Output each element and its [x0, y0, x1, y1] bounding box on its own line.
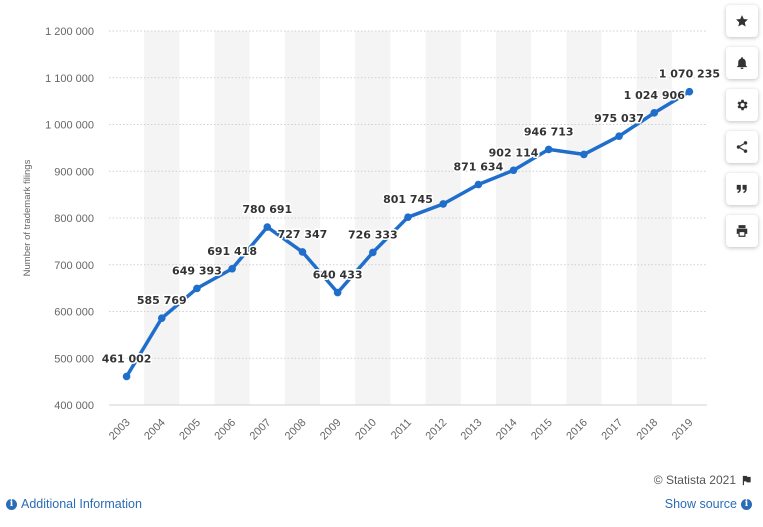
line-chart: 400 000 500 000 600 000 700 000 800 000 900 0…: [22, 26, 720, 443]
data-point-2008[interactable]: [298, 248, 307, 256]
band-2012: [425, 31, 461, 405]
data-point-2003[interactable]: [122, 372, 131, 381]
data-label-2005: 649 393: [172, 264, 222, 277]
data-label-2019: 1 070 235: [659, 68, 720, 81]
x-tick-label: 2007: [248, 417, 274, 443]
data-point-2006[interactable]: [228, 264, 236, 273]
data-label-2018: 1 024 906: [624, 89, 686, 102]
x-tick-label: 2006: [212, 417, 238, 443]
series-line: [125, 90, 691, 378]
y-tick-label: 1 100 000: [45, 73, 94, 85]
data-point-2009[interactable]: [333, 288, 342, 297]
data-point-2004[interactable]: [157, 314, 166, 322]
print-button[interactable]: [726, 215, 758, 247]
data-labels: 461 002 585 769 649 393 691 418 780 691 727 3…: [100, 66, 720, 367]
data-point-2016[interactable]: [580, 150, 588, 159]
data-point-2010[interactable]: [369, 248, 377, 257]
data-label-2010: 726 333: [348, 228, 398, 241]
data-points: [122, 87, 694, 381]
y-tick-label: 1 000 000: [45, 120, 94, 132]
y-tick-label: 500 000: [54, 353, 94, 365]
print-icon: [736, 225, 748, 237]
data-label-2003: 461 002: [102, 352, 152, 365]
data-point-2017[interactable]: [615, 132, 623, 140]
x-axis-ticks: 2003 2004 2005 2006 2007 2008 2009 2010 2011 2012…: [107, 417, 696, 443]
y-tick-label: 800 000: [54, 213, 94, 225]
quote-icon: [736, 184, 747, 194]
data-label-2008: 727 347: [278, 228, 328, 241]
data-point-2007[interactable]: [263, 223, 272, 231]
info-icon: i: [741, 498, 752, 510]
show-source-link[interactable]: Show source i: [665, 497, 752, 511]
data-label-2009: 640 433: [313, 269, 363, 282]
share-button[interactable]: [726, 131, 758, 163]
x-tick-label: 2005: [177, 417, 203, 443]
x-tick-label: 2008: [283, 417, 309, 443]
info-icon: i: [6, 498, 17, 510]
data-point-2015[interactable]: [544, 145, 553, 154]
data-point-2005[interactable]: [193, 284, 201, 293]
data-label-2015: 946 713: [524, 125, 574, 138]
x-tick-label: 2013: [459, 417, 485, 443]
favorite-button[interactable]: [726, 5, 758, 37]
additional-information-link[interactable]: i Additional Information: [6, 497, 142, 511]
x-tick-label: 2016: [564, 417, 590, 443]
flag-icon[interactable]: [741, 475, 752, 486]
notification-button[interactable]: [726, 47, 758, 79]
x-tick-label: 2009: [318, 417, 344, 443]
data-label-2006: 691 418: [207, 245, 257, 258]
x-tick-label: 2019: [670, 417, 696, 443]
star-icon: [736, 15, 748, 27]
x-tick-label: 2015: [529, 417, 555, 443]
x-tick-label: 2003: [107, 417, 133, 443]
data-point-2012[interactable]: [439, 200, 447, 208]
data-label-2004: 585 769: [137, 294, 187, 307]
data-label-2013: 871 634: [453, 161, 503, 174]
y-tick-label: 600 000: [54, 307, 94, 319]
x-tick-label: 2010: [353, 417, 379, 443]
y-axis-ticks: 400 000 500 000 600 000 700 000 800 000 900 0…: [45, 26, 94, 412]
data-label-2007: 780 691: [242, 203, 292, 216]
x-tick-label: 2012: [423, 417, 449, 443]
x-tick-label: 2011: [389, 417, 414, 442]
x-tick-label: 2004: [142, 417, 168, 443]
bell-icon: [736, 57, 748, 70]
cite-button[interactable]: [726, 173, 758, 205]
credit-text: © Statista 2021: [653, 473, 736, 487]
x-tick-label: 2018: [635, 417, 661, 443]
x-tick-label: 2017: [599, 417, 625, 443]
y-tick-label: 1 200 000: [45, 26, 94, 38]
data-point-2019[interactable]: [685, 87, 694, 96]
x-tick-label: 2014: [494, 417, 520, 443]
sidebar-toolbar: [726, 5, 758, 257]
grid-lines: [109, 30, 707, 406]
data-point-2013[interactable]: [474, 180, 483, 189]
y-tick-label: 400 000: [54, 400, 94, 412]
gear-icon: [737, 99, 748, 111]
settings-button[interactable]: [726, 89, 758, 121]
data-point-2014[interactable]: [509, 166, 518, 175]
y-axis-label: Number of trademark filings: [22, 159, 33, 276]
additional-information-label: Additional Information: [21, 497, 142, 511]
data-label-2011: 801 745: [383, 193, 433, 206]
y-tick-label: 900 000: [54, 166, 94, 178]
data-label-2017: 975 037: [594, 112, 644, 125]
statista-credit: © Statista 2021: [654, 473, 752, 487]
data-point-2018[interactable]: [650, 109, 659, 117]
share-icon: [736, 141, 748, 153]
data-point-2011[interactable]: [404, 213, 412, 221]
y-tick-label: 700 000: [54, 260, 94, 272]
data-label-2014: 902 114: [489, 146, 539, 159]
show-source-label: Show source: [664, 497, 737, 511]
